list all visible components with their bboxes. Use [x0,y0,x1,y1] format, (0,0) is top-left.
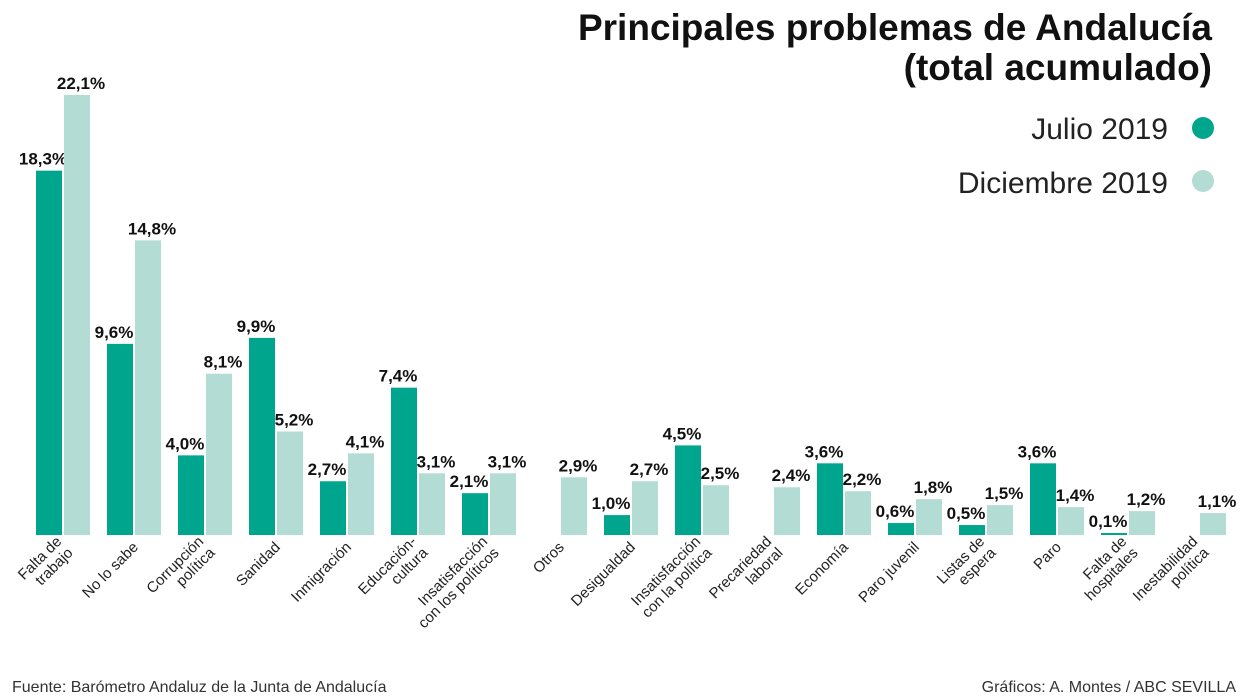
value-label: 1,5% [985,484,1024,503]
legend: Julio 2019 Diciembre 2019 [958,113,1214,200]
bar-diciembre-9 [703,485,729,535]
value-label: 3,1% [488,452,527,471]
bar-diciembre-1 [135,240,161,536]
category-label: Corrupciónpolítica [143,533,219,609]
value-label: 2,9% [559,456,598,475]
legend-swatch-diciembre [1192,170,1214,192]
bar-diciembre-3 [277,431,303,535]
value-label: 0,6% [876,502,915,521]
value-label: 1,0% [592,494,631,513]
category-label-line: Sanidad [233,539,284,590]
bar-diciembre-5 [419,473,445,535]
category-label-line: No lo sabe [79,539,142,602]
bar-julio-9 [675,445,701,535]
category-label: Otros [530,539,568,577]
category-label: Desigualdad [568,539,639,610]
bar-julio-5 [391,387,417,535]
value-label: 0,5% [947,504,986,523]
legend-label-julio: Julio 2019 [1031,113,1168,146]
bar-julio-14 [1030,463,1056,535]
source-note: Fuente: Barómetro Andaluz de la Junta de… [12,679,387,696]
credit-note: Gráficos: A. Montes / ABC SEVILLA [982,679,1237,696]
bar-julio-4 [320,481,346,535]
value-label: 1,4% [1056,486,1095,505]
bar-diciembre-10 [774,487,800,535]
category-label-line: Economía [792,538,852,598]
value-label: 1,2% [1127,490,1166,509]
value-label: 22,1% [57,74,105,93]
bars: 18,3% 22,1% 9,6% 14,8% 4,0% 8,1% 9,9% 5,2% 2,7% 4… [19,74,1237,536]
category-labels: Falta detrabajo No lo sabe Corrupciónpolít… [15,533,1213,632]
value-label: 4,0% [166,434,205,453]
bar-diciembre-14 [1058,507,1084,535]
bar-diciembre-7 [561,477,587,535]
bar-julio-1 [107,343,133,535]
bar-diciembre-16 [1200,513,1226,535]
category-label: Inestabilidadpolítica [1130,533,1213,616]
bar-diciembre-8 [632,481,658,535]
value-label: 0,1% [1089,512,1128,531]
category-label: Inmigración [288,539,355,606]
category-label: Sanidad [233,539,284,590]
bar-julio-0 [36,170,62,535]
category-label-line: Inmigración [288,539,355,606]
category-label-line: Desigualdad [568,539,639,610]
value-label: 2,2% [843,470,882,489]
bar-diciembre-13 [987,505,1013,535]
bar-julio-6 [462,493,488,535]
value-label: 4,5% [663,424,702,443]
bar-diciembre-2 [206,373,232,535]
value-label: 5,2% [275,410,314,429]
category-label: Insatisfaccióncon la política [627,533,716,622]
value-label: 8,1% [204,353,243,372]
bar-diciembre-15 [1129,511,1155,535]
category-label: Falta detrabajo [15,533,77,595]
chart-title: Principales problemas de Andalucía [578,7,1212,48]
bar-diciembre-6 [490,473,516,535]
value-label: 9,6% [95,323,134,342]
category-label: Listas deespera [934,533,1000,599]
category-label: Paro [1030,539,1064,573]
legend-swatch-julio [1192,117,1214,139]
bar-julio-12 [888,523,914,535]
category-label-line: Otros [530,539,568,577]
category-label: No lo sabe [79,539,142,602]
bar-julio-8 [604,515,630,535]
bar-diciembre-12 [916,499,942,535]
value-label: 1,1% [1198,492,1237,511]
value-label: 7,4% [379,367,418,386]
legend-label-diciembre: Diciembre 2019 [958,167,1168,200]
value-label: 3,6% [805,442,844,461]
chart-subtitle: (total acumulado) [904,47,1212,88]
value-label: 3,6% [1018,442,1057,461]
bar-julio-3 [249,337,275,535]
bar-julio-2 [178,455,204,535]
value-label: 18,3% [19,150,67,169]
bar-julio-11 [817,463,843,535]
value-label: 2,7% [630,460,669,479]
value-label: 14,8% [128,219,176,238]
bar-diciembre-11 [845,491,871,535]
bar-diciembre-0 [64,95,90,535]
value-label: 3,1% [417,452,456,471]
value-label: 2,7% [308,460,347,479]
bar-julio-13 [959,525,985,535]
value-label: 2,5% [701,464,740,483]
bar-julio-15 [1101,533,1127,535]
bar-diciembre-4 [348,453,374,535]
category-label: Precariedadlaboral [706,533,787,614]
value-label: 1,8% [914,478,953,497]
value-label: 2,1% [450,472,489,491]
category-label: Economía [792,538,852,598]
value-label: 4,1% [346,432,385,451]
value-label: 9,9% [237,317,276,336]
value-label: 2,4% [772,466,811,485]
category-label-line: Paro juvenil [855,539,922,606]
category-label-line: Paro [1030,539,1064,573]
category-label: Paro juvenil [855,539,922,606]
